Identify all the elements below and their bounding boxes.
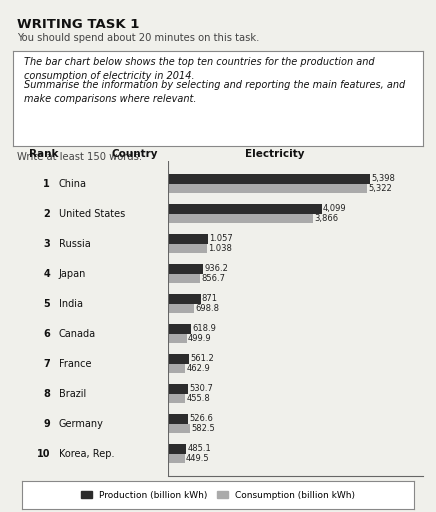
- Text: Russia: Russia: [59, 239, 91, 249]
- Bar: [168, 444, 186, 454]
- Bar: [168, 354, 189, 364]
- Bar: [168, 294, 201, 304]
- Text: 698.8: 698.8: [195, 304, 219, 313]
- Text: WRITING TASK 1: WRITING TASK 1: [17, 18, 140, 31]
- Legend: Production (billion kWh), Consumption (billion kWh): Production (billion kWh), Consumption (b…: [78, 487, 358, 503]
- Bar: [168, 394, 185, 403]
- Bar: [168, 234, 208, 244]
- Text: 485.1: 485.1: [187, 444, 211, 453]
- Bar: [168, 424, 190, 433]
- Text: United States: United States: [59, 209, 125, 219]
- Bar: [168, 184, 368, 194]
- Bar: [168, 204, 322, 214]
- Text: 3,866: 3,866: [314, 214, 338, 223]
- Bar: [168, 414, 187, 424]
- Bar: [168, 454, 185, 463]
- Text: 7: 7: [44, 359, 50, 369]
- Text: 449.5: 449.5: [186, 454, 210, 463]
- Text: Electricity: Electricity: [245, 148, 305, 159]
- Text: China: China: [59, 179, 87, 189]
- Text: 4: 4: [44, 269, 50, 279]
- Text: 455.8: 455.8: [186, 394, 210, 403]
- Text: The bar chart below shows the top ten countries for the production and
consumpti: The bar chart below shows the top ten co…: [24, 57, 375, 81]
- Text: Korea, Rep.: Korea, Rep.: [59, 449, 114, 459]
- Text: Canada: Canada: [59, 329, 96, 339]
- Text: 10: 10: [37, 449, 50, 459]
- Text: 856.7: 856.7: [201, 274, 225, 283]
- Text: 2: 2: [44, 209, 50, 219]
- Bar: [168, 214, 313, 223]
- Text: 4,099: 4,099: [323, 204, 347, 214]
- Bar: [168, 274, 200, 283]
- Text: 1.038: 1.038: [208, 244, 232, 253]
- Text: 9: 9: [44, 419, 50, 429]
- Text: Rank: Rank: [29, 148, 58, 159]
- Bar: [168, 174, 370, 184]
- Text: Write at least 150 words.: Write at least 150 words.: [17, 152, 143, 162]
- Text: 8: 8: [43, 389, 50, 399]
- Text: Country: Country: [111, 148, 158, 159]
- Text: 5,322: 5,322: [369, 184, 392, 193]
- Text: 5: 5: [44, 298, 50, 309]
- Text: 561.2: 561.2: [190, 354, 214, 364]
- Text: 871: 871: [202, 294, 218, 304]
- Text: 499.9: 499.9: [188, 334, 211, 343]
- Text: Summarise the information by selecting and reporting the main features, and
make: Summarise the information by selecting a…: [24, 80, 405, 104]
- Text: 1.057: 1.057: [209, 234, 232, 243]
- Bar: [168, 264, 203, 274]
- Bar: [168, 384, 188, 394]
- Text: India: India: [59, 298, 83, 309]
- Text: 618.9: 618.9: [192, 325, 216, 333]
- Text: 936.2: 936.2: [204, 264, 228, 273]
- Bar: [168, 244, 207, 253]
- Text: 582.5: 582.5: [191, 424, 215, 433]
- Text: Brazil: Brazil: [59, 389, 86, 399]
- Text: 462.9: 462.9: [187, 364, 210, 373]
- Bar: [168, 304, 194, 313]
- Text: 526.6: 526.6: [189, 414, 213, 423]
- Text: 6: 6: [44, 329, 50, 339]
- Text: 530.7: 530.7: [189, 385, 213, 393]
- Text: You should spend about 20 minutes on this task.: You should spend about 20 minutes on thi…: [17, 33, 260, 44]
- Text: Japan: Japan: [59, 269, 86, 279]
- Bar: [168, 334, 187, 344]
- Bar: [168, 364, 185, 373]
- Bar: [168, 324, 191, 334]
- Text: Germany: Germany: [59, 419, 104, 429]
- Text: 3: 3: [44, 239, 50, 249]
- Text: 1: 1: [44, 179, 50, 189]
- Text: 5,398: 5,398: [371, 175, 395, 183]
- Text: France: France: [59, 359, 92, 369]
